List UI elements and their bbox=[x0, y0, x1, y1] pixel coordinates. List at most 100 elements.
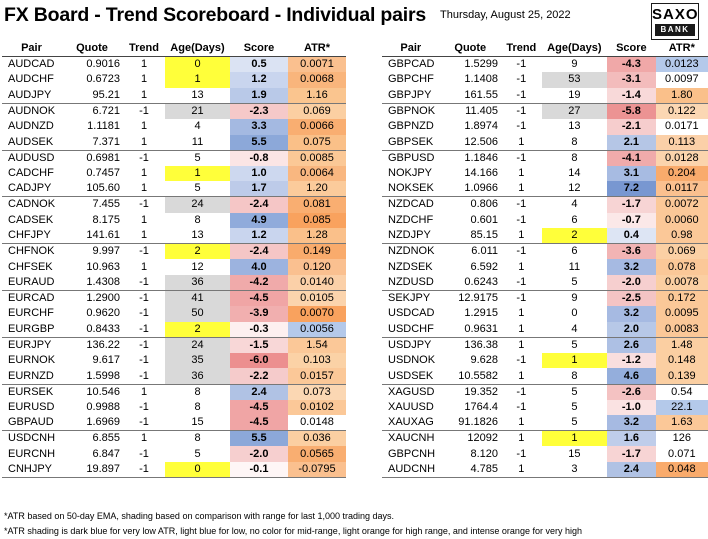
age-cell: 9 bbox=[571, 292, 578, 305]
atr-cell: 0.048 bbox=[655, 462, 708, 479]
table-row: EURNZD 1.5998 -1 36 -2.2 0.0157 bbox=[2, 368, 346, 385]
trend-cell: 1 bbox=[501, 321, 542, 338]
trend-cell: 1 bbox=[501, 134, 542, 151]
atr-cell: 0.122 bbox=[655, 103, 708, 119]
atr-cell: 0.0123 bbox=[655, 56, 708, 73]
score-cell: 2.1 bbox=[607, 134, 656, 151]
atr-cell: 0.0068 bbox=[288, 72, 346, 88]
trend-cell: -1 bbox=[139, 447, 149, 460]
age-cell: 2 bbox=[541, 228, 608, 245]
table-row: CHFNOK 9.997 -1 2 -2.4 0.149 bbox=[2, 243, 346, 260]
age-cell: 8 bbox=[541, 134, 608, 151]
quote-cell: 0.9620 bbox=[86, 307, 120, 320]
trend-cell: -1 bbox=[516, 104, 527, 117]
trend-cell: -1 bbox=[139, 151, 149, 164]
score-cell: -2.5 bbox=[607, 290, 656, 307]
score-cell: -2.0 bbox=[230, 446, 288, 463]
table-row: EURSEK 10.546 1 8 2.4 0.073 bbox=[2, 384, 346, 400]
quote-cell: 12.506 bbox=[439, 134, 501, 151]
quote-cell: 1.8974 bbox=[464, 120, 498, 133]
pair-cell: GBPCAD bbox=[388, 58, 435, 71]
score-cell: -4.5 bbox=[230, 415, 288, 432]
score-cell: 0.5 bbox=[230, 56, 288, 73]
score-cell: -2.1 bbox=[607, 118, 656, 135]
trend-cell: -1 bbox=[139, 245, 149, 258]
atr-cell: 0.0072 bbox=[655, 196, 708, 213]
table-row: AUDCAD 0.9016 1 0 0.5 0.0071 bbox=[2, 56, 346, 73]
table-row: XAUUSD 1764.4 -1 5 -1.0 22.1 bbox=[382, 399, 708, 416]
pair-cell: AUDNZD bbox=[8, 120, 54, 133]
trend-cell: -1 bbox=[139, 198, 149, 211]
age-cell: 8 bbox=[571, 151, 578, 164]
left-scoreboard-table: Pair Quote Trend Age(Days) Score ATR* AU… bbox=[2, 41, 346, 479]
pair-cell: NZDSEK bbox=[388, 260, 433, 273]
score-cell: 5.5 bbox=[230, 430, 288, 447]
trend-cell: -1 bbox=[139, 104, 149, 117]
pair-cell: EURUSD bbox=[8, 400, 55, 413]
trend-cell: 1 bbox=[123, 87, 165, 104]
score-cell: 2.0 bbox=[607, 321, 656, 338]
table-row: GBPNZD 1.8974 -1 13 -2.1 0.0171 bbox=[382, 118, 708, 135]
pair-cell: EURAUD bbox=[2, 274, 61, 291]
age-cell: 1 bbox=[541, 352, 608, 369]
pair-cell: USDSEK bbox=[382, 368, 440, 385]
age-cell: 8 bbox=[194, 385, 201, 398]
trend-cell: -1 bbox=[516, 400, 527, 413]
table-row: AUDNZD 1.1181 1 4 3.3 0.0066 bbox=[2, 118, 346, 135]
atr-cell: 126 bbox=[672, 432, 691, 445]
quote-cell: 1.5998 bbox=[61, 368, 123, 385]
quote-cell: 91.1826 bbox=[439, 415, 501, 432]
atr-cell: 0.113 bbox=[655, 134, 708, 151]
quote-cell: 6.592 bbox=[470, 260, 498, 273]
trend-cell: -1 bbox=[123, 274, 165, 291]
footnote-atr-basis: *ATR based on 50-day EMA, shading based … bbox=[4, 511, 395, 521]
trend-cell: -1 bbox=[516, 198, 527, 211]
age-cell: 5 bbox=[541, 415, 608, 432]
pair-cell: CADCHF bbox=[8, 167, 54, 180]
pair-cell: USDCHF bbox=[382, 321, 440, 338]
atr-cell: 0.0117 bbox=[655, 181, 708, 198]
table-row: USDJPY 136.38 1 5 2.6 1.48 bbox=[382, 337, 708, 353]
pair-cell: XAUCNH bbox=[388, 432, 435, 445]
quote-cell: 6.721 bbox=[92, 104, 120, 117]
pair-cell: AUDCAD bbox=[8, 58, 55, 71]
score-cell: -0.1 bbox=[230, 462, 288, 479]
trend-cell: -1 bbox=[123, 321, 165, 338]
pair-cell: NZDJPY bbox=[382, 228, 440, 245]
age-cell: 5 bbox=[571, 400, 578, 413]
quote-cell: 6.011 bbox=[471, 245, 498, 258]
pair-cell: EURJPY bbox=[8, 338, 52, 351]
atr-cell: 1.63 bbox=[655, 415, 708, 432]
score-cell: 1.9 bbox=[230, 87, 288, 104]
atr-cell: 1.28 bbox=[288, 228, 346, 245]
age-cell: 1 bbox=[541, 430, 608, 447]
trend-cell: 1 bbox=[123, 181, 165, 198]
age-cell: 2 bbox=[165, 243, 230, 260]
trend-cell: -1 bbox=[516, 292, 527, 305]
score-cell: 7.2 bbox=[607, 181, 656, 198]
table-row: AUDCNH 4.785 1 3 2.4 0.048 bbox=[382, 462, 708, 479]
atr-cell: 0.103 bbox=[288, 352, 346, 369]
quote-cell: 0.6723 bbox=[86, 73, 120, 86]
quote-cell: 9.628 bbox=[470, 354, 498, 367]
atr-cell: 0.0066 bbox=[288, 118, 346, 135]
trend-cell: -1 bbox=[139, 354, 149, 367]
trend-cell: 1 bbox=[140, 58, 148, 71]
atr-cell: 0.0064 bbox=[288, 165, 346, 182]
age-cell: 14 bbox=[568, 167, 581, 180]
quote-cell: 136.22 bbox=[86, 338, 120, 351]
trend-cell: 1 bbox=[518, 338, 525, 351]
pair-cell: GBPCNH bbox=[388, 447, 436, 460]
quote-cell: 11.405 bbox=[465, 104, 498, 117]
right-header-row: Pair Quote Trend Age(Days) Score ATR* bbox=[382, 41, 708, 58]
age-cell: 4 bbox=[571, 198, 578, 211]
left-header-row: Pair Quote Trend Age(Days) Score ATR* bbox=[2, 41, 346, 58]
age-cell: 9 bbox=[571, 58, 578, 71]
trend-cell: 1 bbox=[140, 432, 148, 445]
table-row: CADNOK 7.455 -1 24 -2.4 0.081 bbox=[2, 196, 346, 213]
quote-cell: 1.4308 bbox=[61, 274, 123, 291]
col-trend-header: Trend bbox=[123, 41, 165, 58]
atr-cell: 0.0157 bbox=[288, 368, 346, 385]
trend-cell: -1 bbox=[123, 368, 165, 385]
pair-cell: XAGUSD bbox=[388, 385, 435, 398]
